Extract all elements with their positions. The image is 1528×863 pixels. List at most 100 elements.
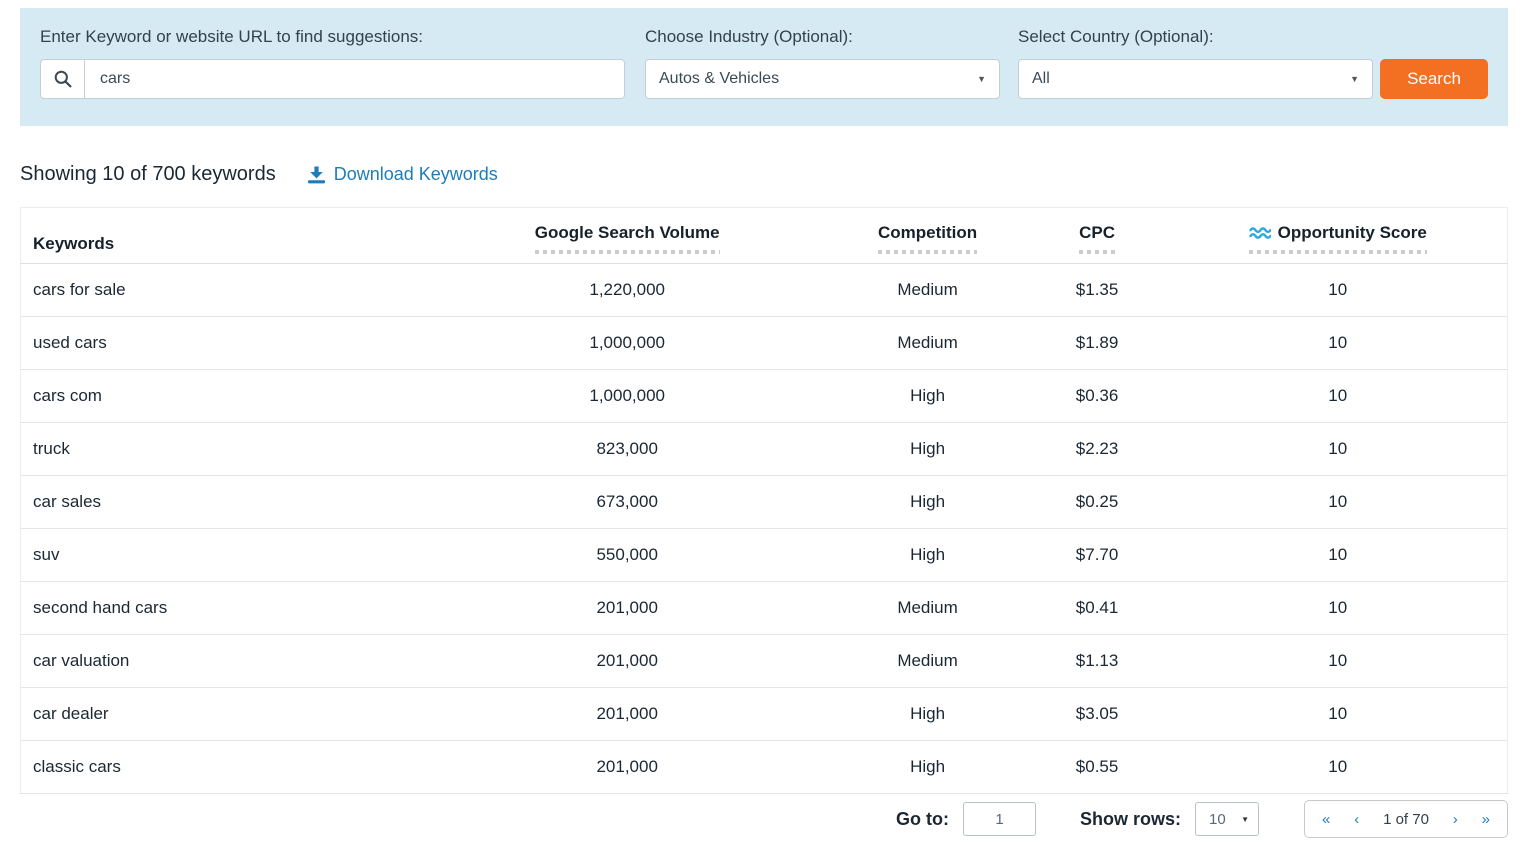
industry-select[interactable]: Autos & Vehicles ▼	[645, 59, 1000, 99]
cell-keyword: car valuation	[21, 635, 425, 688]
cell-opportunity-score: 10	[1168, 476, 1507, 529]
table-row: car sales673,000High$0.2510	[21, 476, 1508, 529]
table-row: cars for sale1,220,000Medium$1.3510	[21, 264, 1508, 317]
keyword-input[interactable]	[85, 60, 624, 98]
cell-keyword: used cars	[21, 317, 425, 370]
country-select[interactable]: All ▼	[1018, 59, 1373, 99]
cell-competition: High	[829, 370, 1025, 423]
cell-competition: High	[829, 476, 1025, 529]
cell-opportunity-score: 10	[1168, 529, 1507, 582]
cell-cpc: $3.05	[1026, 688, 1169, 741]
cell-keyword: second hand cars	[21, 582, 425, 635]
waves-icon	[1249, 226, 1271, 240]
cell-keyword: cars com	[21, 370, 425, 423]
cell-keyword: classic cars	[21, 741, 425, 794]
pagination-next-button[interactable]: ›	[1453, 811, 1458, 828]
results-bar: Showing 10 of 700 keywords Download Keyw…	[20, 163, 1508, 186]
cell-opportunity-score: 10	[1168, 741, 1507, 794]
cell-cpc: $0.25	[1026, 476, 1169, 529]
table-row: second hand cars201,000Medium$0.4110	[21, 582, 1508, 635]
search-button-wrap: Search	[1380, 59, 1488, 99]
country-selected-value: All	[1032, 70, 1050, 88]
country-label: Select Country (Optional):	[1018, 27, 1373, 47]
cell-competition: Medium	[829, 582, 1025, 635]
table-row: used cars1,000,000Medium$1.8910	[21, 317, 1508, 370]
sort-indicator-dots	[1079, 250, 1115, 254]
cell-cpc: $7.70	[1026, 529, 1169, 582]
column-header-search-volume[interactable]: Google Search Volume	[425, 208, 829, 264]
cell-search-volume: 1,000,000	[425, 370, 829, 423]
cell-search-volume: 673,000	[425, 476, 829, 529]
download-link-label: Download Keywords	[334, 164, 498, 185]
industry-label: Choose Industry (Optional):	[645, 27, 1000, 47]
keyword-field-group: Enter Keyword or website URL to find sug…	[40, 27, 625, 99]
pagination-first-button[interactable]: «	[1322, 811, 1330, 828]
cell-keyword: truck	[21, 423, 425, 476]
table-footer: Go to: Show rows: 10 ▼ « ‹ 1 of 70 › »	[20, 802, 1508, 844]
industry-selected-value: Autos & Vehicles	[659, 70, 779, 88]
show-rows-selected-value: 10	[1209, 811, 1226, 828]
sort-indicator-dots	[1249, 250, 1427, 254]
cell-cpc: $0.55	[1026, 741, 1169, 794]
pagination-last-button[interactable]: »	[1482, 811, 1490, 828]
table-row: cars com1,000,000High$0.3610	[21, 370, 1508, 423]
cell-competition: High	[829, 529, 1025, 582]
cell-search-volume: 1,220,000	[425, 264, 829, 317]
cell-cpc: $0.41	[1026, 582, 1169, 635]
results-count: Showing 10 of 700 keywords	[20, 163, 276, 186]
cell-competition: High	[829, 423, 1025, 476]
cell-opportunity-score: 10	[1168, 423, 1507, 476]
sort-indicator-dots	[535, 250, 720, 254]
table-row: classic cars201,000High$0.5510	[21, 741, 1508, 794]
cell-keyword: car dealer	[21, 688, 425, 741]
cell-search-volume: 201,000	[425, 688, 829, 741]
chevron-down-icon: ▼	[977, 74, 986, 84]
page: Enter Keyword or website URL to find sug…	[0, 0, 1528, 844]
sort-indicator-dots	[878, 250, 977, 254]
cell-cpc: $2.23	[1026, 423, 1169, 476]
chevron-down-icon: ▼	[1241, 815, 1249, 824]
cell-opportunity-score: 10	[1168, 264, 1507, 317]
cell-cpc: $1.13	[1026, 635, 1169, 688]
download-icon	[307, 166, 326, 184]
cell-competition: Medium	[829, 635, 1025, 688]
download-keywords-link[interactable]: Download Keywords	[307, 164, 498, 185]
cell-keyword: car sales	[21, 476, 425, 529]
cell-opportunity-score: 10	[1168, 688, 1507, 741]
cell-cpc: $0.36	[1026, 370, 1169, 423]
cell-search-volume: 823,000	[425, 423, 829, 476]
table-row: car valuation201,000Medium$1.1310	[21, 635, 1508, 688]
cell-search-volume: 201,000	[425, 741, 829, 794]
pagination-prev-button[interactable]: ‹	[1354, 811, 1359, 828]
keywords-table: Keywords Google Search Volume Competitio…	[20, 207, 1508, 794]
column-header-competition[interactable]: Competition	[829, 208, 1025, 264]
search-button[interactable]: Search	[1380, 59, 1488, 99]
column-header-opportunity-score[interactable]: Opportunity Score	[1168, 208, 1507, 264]
show-rows-select[interactable]: 10 ▼	[1195, 802, 1259, 836]
cell-competition: High	[829, 741, 1025, 794]
cell-competition: Medium	[829, 264, 1025, 317]
cell-cpc: $1.89	[1026, 317, 1169, 370]
keyword-input-group	[40, 59, 625, 99]
goto-label: Go to:	[896, 809, 949, 830]
cell-cpc: $1.35	[1026, 264, 1169, 317]
cell-opportunity-score: 10	[1168, 582, 1507, 635]
keyword-label: Enter Keyword or website URL to find sug…	[40, 27, 625, 47]
cell-keyword: suv	[21, 529, 425, 582]
cell-opportunity-score: 10	[1168, 370, 1507, 423]
table-row: car dealer201,000High$3.0510	[21, 688, 1508, 741]
cell-competition: Medium	[829, 317, 1025, 370]
show-rows-label: Show rows:	[1080, 809, 1181, 830]
table-header-row: Keywords Google Search Volume Competitio…	[21, 208, 1508, 264]
cell-search-volume: 201,000	[425, 582, 829, 635]
cell-search-volume: 550,000	[425, 529, 829, 582]
search-icon	[41, 60, 85, 98]
country-field-group: Select Country (Optional): All ▼	[1018, 27, 1373, 99]
column-header-cpc[interactable]: CPC	[1026, 208, 1169, 264]
goto-page-input[interactable]	[963, 802, 1036, 836]
industry-field-group: Choose Industry (Optional): Autos & Vehi…	[645, 27, 1000, 99]
table-row: truck823,000High$2.2310	[21, 423, 1508, 476]
search-panel: Enter Keyword or website URL to find sug…	[20, 8, 1508, 126]
cell-opportunity-score: 10	[1168, 635, 1507, 688]
cell-competition: High	[829, 688, 1025, 741]
